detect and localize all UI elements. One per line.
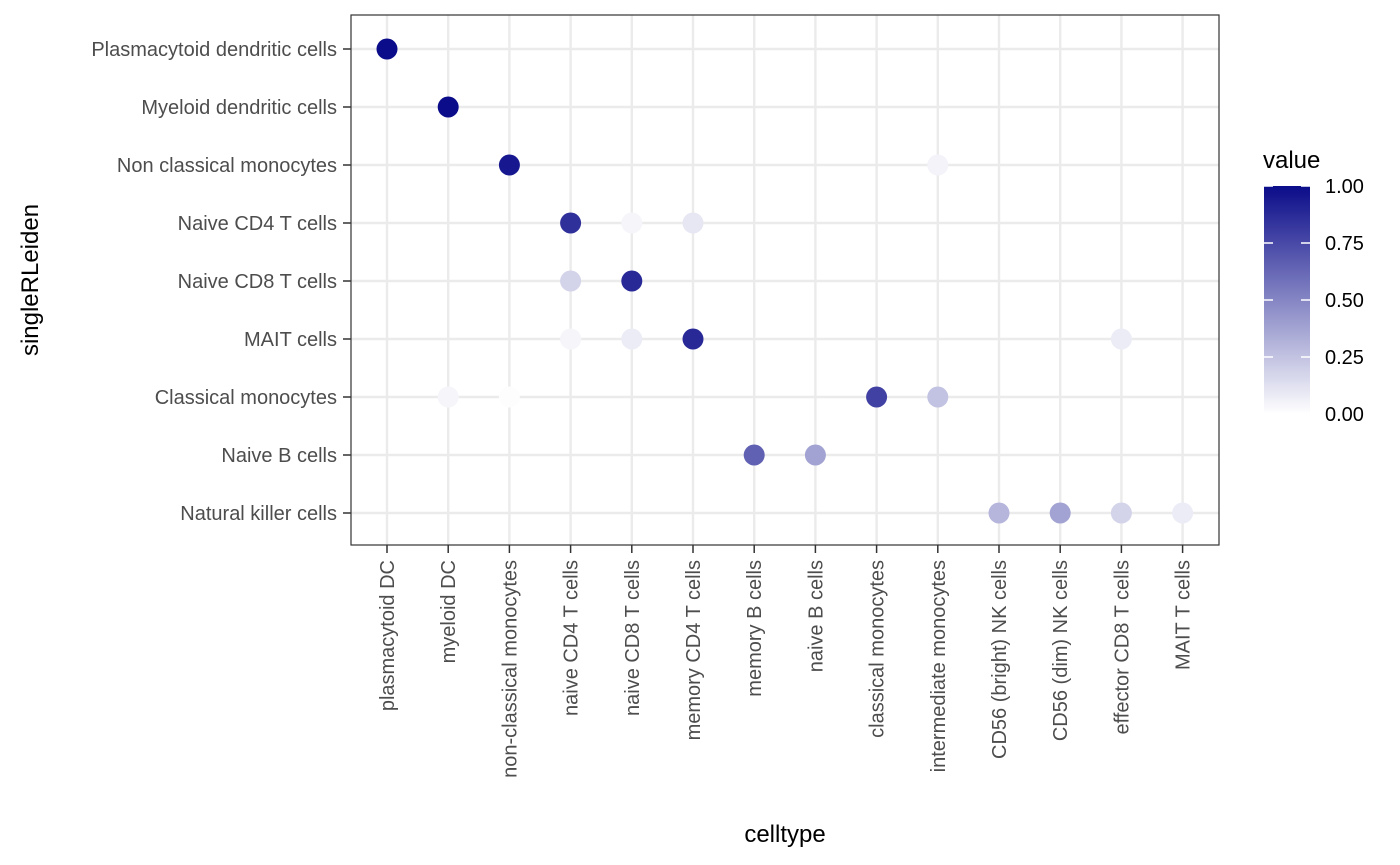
- data-point: [927, 386, 949, 408]
- x-axis-ticks: plasmacytoid DC myeloid DC non-classical m…: [377, 545, 1195, 778]
- data-point: [560, 328, 582, 350]
- data-point: [621, 328, 643, 350]
- y-tick-label: Plasmacytoid dendritic cells: [91, 39, 337, 61]
- data-point: [560, 270, 582, 292]
- legend-tick-label: 0.75: [1325, 233, 1364, 255]
- data-point: [927, 154, 949, 176]
- legend-tick-label: 0.00: [1325, 404, 1364, 426]
- x-tick-label: CD56 (dim) NK cells: [1050, 560, 1072, 741]
- x-tick-label: naive B cells: [805, 560, 827, 672]
- x-tick-label: MAIT T cells: [1173, 560, 1195, 670]
- data-point: [743, 444, 765, 466]
- data-point: [988, 502, 1010, 524]
- y-tick-label: MAIT cells: [244, 329, 337, 351]
- x-tick-label: effector CD8 T cells: [1111, 560, 1133, 735]
- data-point: [498, 154, 520, 176]
- data-point: [682, 212, 704, 234]
- data-points: [376, 38, 1194, 524]
- x-tick-label: CD56 (bright) NK cells: [989, 560, 1011, 759]
- x-tick-label: myeloid DC: [438, 560, 460, 663]
- legend-tick-label: 1.00: [1325, 176, 1364, 198]
- x-tick-label: naive CD4 T cells: [561, 560, 583, 716]
- data-point: [376, 38, 398, 60]
- y-tick-label: Naive CD4 T cells: [178, 213, 337, 235]
- data-point: [437, 386, 459, 408]
- legend-ticks: 0.00 0.25 0.50 0.75 1.00: [1264, 176, 1364, 426]
- data-point: [682, 328, 704, 350]
- x-tick-label: memory B cells: [744, 560, 766, 697]
- x-tick-label: plasmacytoid DC: [377, 560, 399, 711]
- legend-tick-label: 0.25: [1325, 347, 1364, 369]
- data-point: [498, 386, 520, 408]
- x-tick-label: intermediate monocytes: [928, 560, 950, 772]
- data-point: [1049, 502, 1071, 524]
- y-axis-title: singleRLeiden: [17, 204, 44, 356]
- y-tick-label: Naive CD8 T cells: [178, 271, 337, 293]
- y-tick-label: Natural killer cells: [180, 503, 337, 525]
- legend-title: value: [1263, 147, 1320, 174]
- y-tick-label: Non classical monocytes: [117, 155, 337, 177]
- x-tick-label: non-classical monocytes: [499, 560, 521, 778]
- color-legend: value 0.00 0.25 0.50 0.75 1.00: [1263, 147, 1364, 426]
- data-point: [866, 386, 888, 408]
- legend-tick-label: 0.50: [1325, 290, 1364, 312]
- panel-border: [350, 14, 1220, 546]
- data-point: [621, 270, 643, 292]
- data-point: [560, 212, 582, 234]
- data-point: [1110, 328, 1132, 350]
- grid-lines: [351, 15, 1219, 545]
- y-tick-label: Classical monocytes: [155, 387, 337, 409]
- y-tick-label: Myeloid dendritic cells: [141, 97, 337, 119]
- y-axis-ticks: Plasmacytoid dendritic cells Myeloid dend…: [91, 39, 351, 525]
- data-point: [621, 212, 643, 234]
- x-axis-title: celltype: [744, 821, 825, 848]
- data-point: [1110, 502, 1132, 524]
- data-point: [1172, 502, 1194, 524]
- y-tick-label: Naive B cells: [221, 445, 337, 467]
- data-point: [437, 96, 459, 118]
- x-tick-label: naive CD8 T cells: [622, 560, 644, 716]
- data-point: [804, 444, 826, 466]
- x-tick-label: classical monocytes: [867, 560, 889, 738]
- x-tick-label: memory CD4 T cells: [683, 560, 705, 740]
